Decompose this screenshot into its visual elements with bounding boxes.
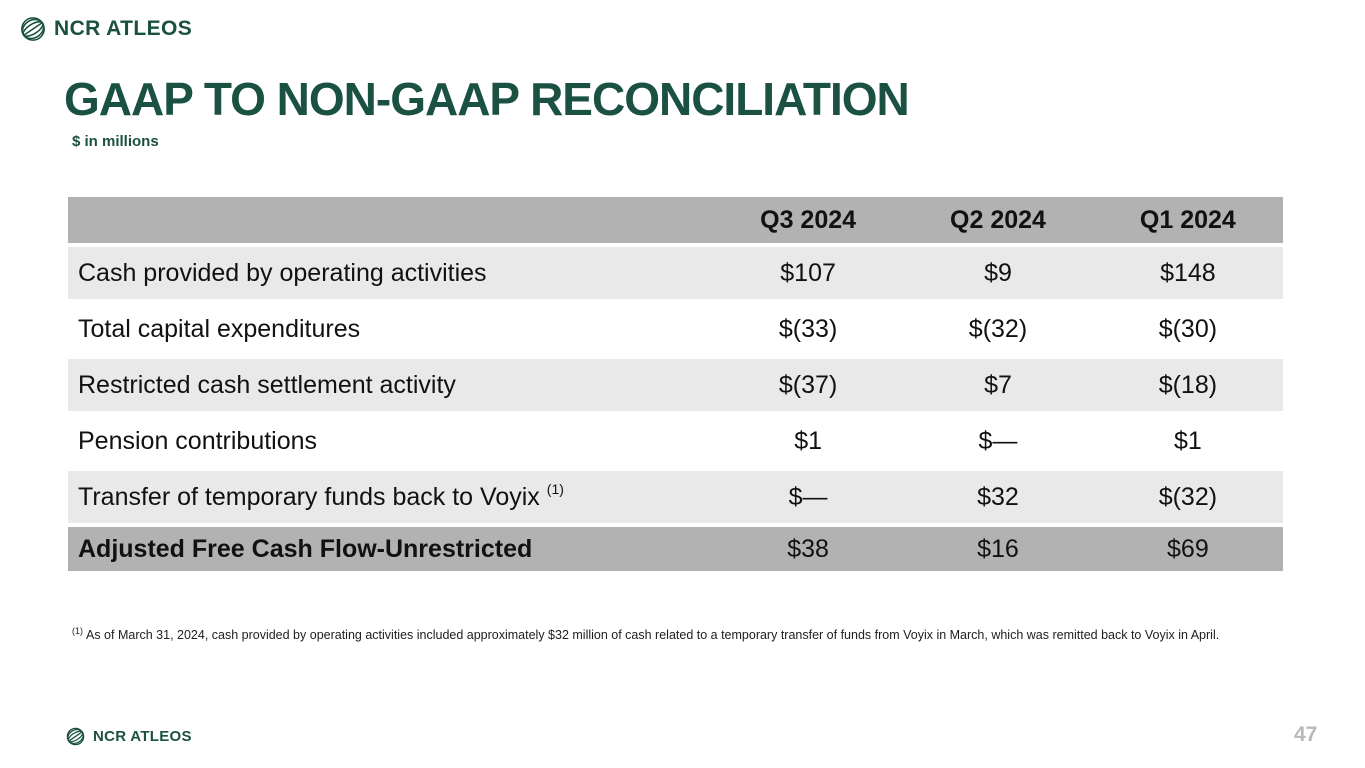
cell-value: $1 <box>794 426 822 455</box>
page-number: 47 <box>1294 723 1318 746</box>
brand-logo-top: NCR ATLEOS <box>20 16 192 42</box>
brand-logo-bottom: NCR ATLEOS <box>66 727 192 746</box>
cell-value: $107 <box>780 258 836 287</box>
brand-name: NCR ATLEOS <box>93 728 192 745</box>
row-label: Adjusted Free Cash Flow-Unrestricted <box>78 534 533 563</box>
cell-value: $(18) <box>1158 370 1218 399</box>
page-title: GAAP TO NON-GAAP RECONCILIATION <box>64 73 910 125</box>
row-label: Total capital expenditures <box>78 314 361 343</box>
cell-value: $(37) <box>778 370 838 399</box>
row-label-text: Transfer of temporary funds back to Voyi… <box>78 482 540 511</box>
table-row: Cash provided by operating activities $1… <box>68 247 1283 299</box>
row-label: Cash provided by operating activities <box>78 258 487 287</box>
cell-value: $— <box>978 426 1018 455</box>
brand-name: NCR ATLEOS <box>54 17 193 40</box>
column-header-q2-2024: Q2 2024 <box>950 205 1046 234</box>
units-note: $ in millions <box>72 133 159 150</box>
cell-value: $— <box>788 482 828 511</box>
cell-value: $38 <box>787 534 829 563</box>
cell-value: $16 <box>977 534 1019 563</box>
footnote-marker: (1) <box>546 481 564 497</box>
cell-value: $148 <box>1160 258 1216 287</box>
footnote-text: As of March 31, 2024, cash provided by o… <box>86 628 1220 643</box>
row-label: Transfer of temporary funds back to Voyi… <box>68 481 713 512</box>
cell-value: $69 <box>1167 534 1209 563</box>
reconciliation-table: Q3 2024 Q2 2024 Q1 2024 Cash provided by… <box>68 197 1283 571</box>
column-header-q1-2024: Q1 2024 <box>1139 205 1236 234</box>
cell-value: $(33) <box>778 314 838 343</box>
table-header-row: Q3 2024 Q2 2024 Q1 2024 <box>68 197 1283 243</box>
footnote: (1) As of March 31, 2024, cash provided b… <box>72 624 1284 645</box>
cell-value: $9 <box>984 258 1012 287</box>
row-label: Restricted cash settlement activity <box>78 370 456 399</box>
column-header-q3-2024: Q3 2024 <box>760 205 857 234</box>
globe-icon <box>20 16 46 42</box>
cell-value: $(32) <box>968 314 1028 343</box>
cell-value: $1 <box>1173 426 1202 455</box>
table-row: Restricted cash settlement activity $(37… <box>68 359 1283 411</box>
table-row: Pension contributions $1 $— $1 <box>68 415 1283 467</box>
table-row: Total capital expenditures $(33) $(32) $… <box>68 303 1283 355</box>
cell-value: $7 <box>984 370 1012 399</box>
table-total-row: Adjusted Free Cash Flow-Unrestricted $38… <box>68 527 1283 571</box>
footnote-marker: (1) <box>72 626 83 636</box>
cell-value: $(30) <box>1158 314 1218 343</box>
row-label: Pension contributions <box>78 426 318 455</box>
cell-value: $32 <box>977 482 1019 511</box>
cell-value: $(32) <box>1158 482 1218 511</box>
table-row: Transfer of temporary funds back to Voyi… <box>68 471 1283 523</box>
globe-icon <box>66 727 85 746</box>
